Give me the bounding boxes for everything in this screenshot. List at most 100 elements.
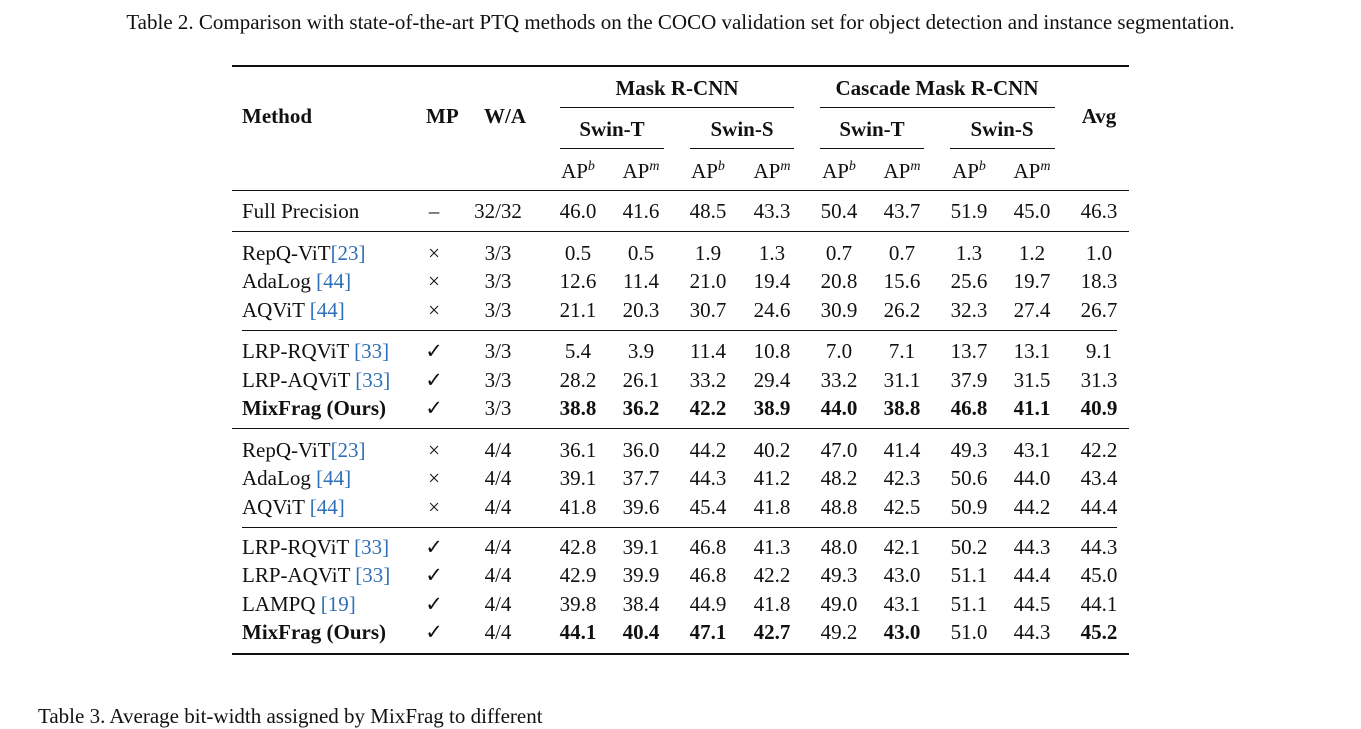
ap-value: 13.7 [950,339,988,363]
citation-link[interactable]: [33] [354,535,390,559]
method-name: MixFrag (Ours) [242,620,387,644]
ap-value: 44.1 [559,620,597,644]
ap-value: 30.7 [689,298,727,322]
header-mp: MP [426,104,459,128]
table-caption: Table 2. Comparison with state-of-the-ar… [126,10,1235,34]
mp-flag: ✓ [425,368,443,392]
citation-link[interactable]: [23] [330,438,366,462]
ap-value: 40.2 [753,438,791,462]
ap-value: 48.8 [820,495,858,519]
ap-value: 43.0 [883,563,921,587]
ap-value: 41.2 [753,466,791,490]
ap-value: 44.0 [1013,466,1051,490]
ap-value: 50.2 [950,535,988,559]
ap-value: 11.4 [690,339,726,363]
mp-flag: × [428,466,440,490]
ap-value: 3.9 [627,339,655,363]
header-method: Method [242,104,312,128]
ap-value: 11.4 [623,269,659,293]
citation-link[interactable]: [44] [309,495,345,519]
ap-value: 47.1 [689,620,727,644]
citation-link[interactable]: [19] [320,592,356,616]
ap-value: 20.8 [820,269,858,293]
ap-value: 38.9 [753,396,791,420]
avg-value: 42.2 [1080,438,1118,462]
ap-value: 39.8 [559,592,597,616]
avg-value: 9.1 [1085,339,1113,363]
ap-value: 49.2 [820,620,858,644]
ap-value: 42.8 [559,535,597,559]
ap-value: 49.3 [820,563,858,587]
ap-value: 33.2 [820,368,858,392]
section-rule-2 [232,428,1129,429]
method-name: AdaLog [44] [242,269,352,293]
citation-link[interactable]: [33] [355,368,391,392]
ap-value: 1.3 [758,241,786,265]
ap-value: 50.6 [950,466,988,490]
method-name: Full Precision [242,199,360,223]
ap-value: 44.2 [1013,495,1051,519]
ap-value: 44.2 [689,438,727,462]
backbone-rule-cascade-swin-s [950,148,1055,149]
ap-value: 40.4 [622,620,660,644]
ap-value: 49.3 [950,438,988,462]
wa-value: 4/4 [484,495,512,519]
ap-value: 50.9 [950,495,988,519]
ap-value: 32.3 [950,298,988,322]
ap-value: 51.1 [950,592,988,616]
ap-value: 36.1 [559,438,597,462]
citation-link[interactable]: [44] [316,466,352,490]
ap-value: 10.8 [753,339,791,363]
citation-link[interactable]: [44] [309,298,345,322]
mp-flag: ✓ [425,339,443,363]
wa-value: 4/4 [484,535,512,559]
ap-value: 42.1 [883,535,921,559]
avg-value: 31.3 [1080,368,1118,392]
group-rule-cascade [820,107,1055,108]
avg-value: 26.7 [1080,298,1118,322]
ap-value: 30.9 [820,298,858,322]
header-group-cascade-mask-rcnn: Cascade Mask R-CNN [835,76,1039,100]
mp-flag: × [428,298,440,322]
header-metric: APm [883,159,921,183]
ap-value: 43.3 [753,199,791,223]
ap-value: 41.8 [559,495,597,519]
citation-link[interactable]: [33] [354,339,390,363]
ap-value: 49.0 [820,592,858,616]
citation-link[interactable]: [44] [316,269,352,293]
avg-value: 46.3 [1080,199,1118,223]
method-name: RepQ-ViT[23] [242,241,366,265]
ap-value: 39.1 [622,535,660,559]
ap-value: 43.0 [883,620,921,644]
ap-value: 15.6 [883,269,921,293]
ap-value: 0.7 [825,241,853,265]
ap-value: 13.1 [1013,339,1051,363]
header-metric: APm [1013,159,1051,183]
ap-value: 0.5 [627,241,655,265]
header-avg: Avg [1081,104,1117,128]
avg-value: 40.9 [1080,396,1118,420]
ap-value: 46.0 [559,199,597,223]
wa-value: 3/3 [484,339,512,363]
ap-value: 45.4 [689,495,727,519]
ap-value: 50.4 [820,199,858,223]
mp-flag: × [428,241,440,265]
ap-value: 1.3 [955,241,983,265]
ap-value: 42.5 [883,495,921,519]
wa-value: 4/4 [484,620,512,644]
top-rule [232,65,1129,67]
citation-link[interactable]: [33] [355,563,391,587]
mp-flag: × [428,495,440,519]
ap-value: 46.8 [689,535,727,559]
ap-value: 5.4 [564,339,592,363]
ap-value: 48.2 [820,466,858,490]
group-rule-mask-rcnn [560,107,794,108]
method-name: AdaLog [44] [242,466,352,490]
ap-value: 39.6 [622,495,660,519]
ap-value: 37.9 [950,368,988,392]
ap-value: 41.6 [622,199,660,223]
citation-link[interactable]: [23] [330,241,366,265]
backbone-rule-mask-swin-t [560,148,664,149]
ap-value: 48.0 [820,535,858,559]
ap-value: 7.1 [888,339,916,363]
